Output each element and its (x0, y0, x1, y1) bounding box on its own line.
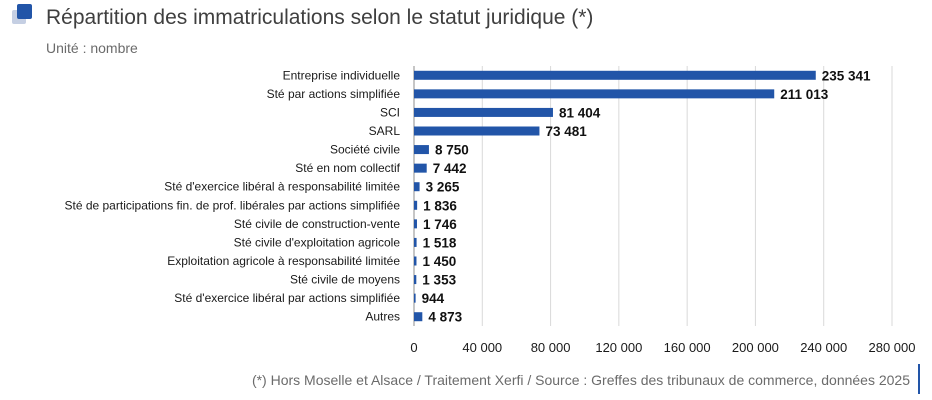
data-label: 81 404 (559, 105, 601, 120)
x-tick-label: 160 000 (664, 340, 711, 355)
category-label: Sté d'exercice libéral à responsabilité … (164, 180, 400, 194)
x-tick-label: 0 (410, 340, 417, 355)
category-label: Sté de participations fin. de prof. libé… (64, 198, 400, 212)
bar (414, 163, 427, 173)
bar (414, 200, 418, 210)
x-tick-label: 240 000 (800, 340, 847, 355)
category-label: SCI (380, 105, 400, 119)
category-label: Exploitation agricole à responsabilité l… (167, 254, 400, 268)
bar (414, 182, 420, 192)
data-label: 7 442 (433, 161, 467, 176)
category-label: Entreprise individuelle (283, 68, 401, 82)
bar (414, 145, 429, 155)
data-label: 73 481 (545, 124, 587, 139)
chart-title: Répartition des immatriculations selon l… (46, 6, 594, 29)
data-label: 8 750 (435, 143, 469, 158)
footer-accent-bar (918, 364, 920, 394)
bar (414, 107, 553, 117)
data-label: 3 265 (426, 180, 460, 195)
bar (414, 312, 423, 322)
x-tick-label: 200 000 (732, 340, 779, 355)
x-tick-label: 120 000 (595, 340, 642, 355)
bar (414, 275, 417, 285)
bar (414, 219, 417, 229)
data-label: 1 518 (423, 235, 457, 250)
category-label: Sté en nom collectif (295, 161, 400, 175)
category-label: Sté civile de moyens (290, 273, 400, 287)
category-label: SARL (369, 124, 401, 138)
data-label: 1 353 (422, 273, 456, 288)
bar (414, 126, 540, 136)
x-tick-label: 80 000 (531, 340, 571, 355)
unit-label: Unité : nombre (46, 40, 138, 56)
x-tick-label: 280 000 (869, 340, 916, 355)
data-label: 211 013 (780, 87, 829, 102)
bar (414, 256, 417, 266)
data-label: 1 746 (423, 217, 457, 232)
data-label: 1 450 (422, 254, 456, 269)
bar (414, 70, 816, 80)
source-footnote: (*) Hors Moselle et Alsace / Traitement … (251, 372, 910, 388)
title-bullet-icon (12, 4, 34, 26)
category-label: Sté civile de construction-vente (234, 217, 400, 231)
category-label: Sté par actions simplifiée (267, 87, 401, 101)
category-label: Autres (365, 310, 400, 324)
category-label: Société civile (330, 143, 400, 157)
bar (414, 293, 416, 303)
category-label: Sté d'exercice libéral par actions simpl… (174, 291, 400, 305)
data-label: 1 836 (423, 198, 457, 213)
data-label: 235 341 (822, 68, 871, 83)
bar (414, 89, 775, 99)
category-label: Sté civile d'exploitation agricole (234, 235, 401, 249)
x-tick-label: 40 000 (462, 340, 502, 355)
data-label: 944 (422, 291, 445, 306)
bar (414, 237, 417, 247)
data-label: 4 873 (428, 310, 462, 325)
